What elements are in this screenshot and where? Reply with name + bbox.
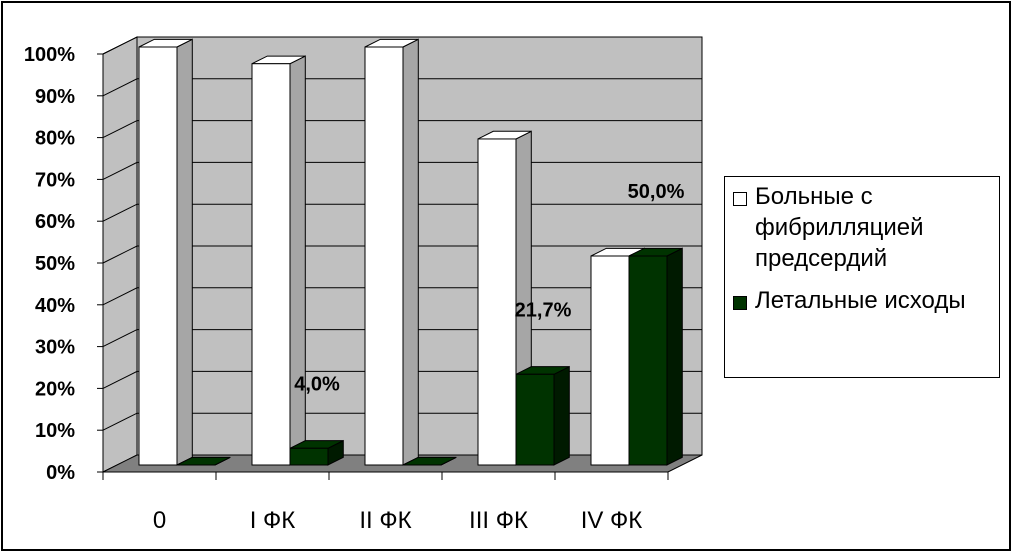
x-tick-label: IV ФК — [581, 507, 643, 534]
bar — [628, 255, 668, 466]
bar-side — [176, 38, 193, 466]
y-tick-label: 10% — [35, 420, 75, 442]
legend-swatch-green — [733, 296, 747, 310]
x-tick-label: I ФК — [250, 507, 296, 534]
y-tick-label: 40% — [35, 295, 75, 317]
bar — [289, 447, 329, 466]
x-tick-label: III ФК — [469, 507, 528, 534]
bar — [251, 63, 291, 466]
legend-label-deaths: Летальные исходы — [755, 287, 966, 314]
gridline — [102, 120, 702, 139]
bar-side — [553, 365, 570, 466]
y-tick-label: 100% — [24, 44, 75, 66]
x-tick-label: II ФК — [359, 507, 411, 534]
bar-top — [402, 456, 457, 466]
y-tick-label: 20% — [35, 378, 75, 400]
legend-swatch-white — [733, 192, 747, 206]
bar — [590, 255, 630, 466]
data-label: 4,0% — [294, 373, 340, 395]
bar — [138, 46, 178, 466]
bar-top — [176, 456, 231, 466]
gridline — [102, 36, 702, 55]
bar-side — [289, 55, 306, 466]
legend-label-patients: Больные с фибрилляцией предсердий — [755, 183, 924, 272]
y-tick-label: 30% — [35, 337, 75, 359]
chart-legend: Больные с фибрилляцией предсердий Леталь… — [724, 176, 1000, 378]
bar — [515, 373, 555, 466]
bar — [364, 46, 404, 466]
data-label: 50,0% — [628, 181, 685, 203]
gridline — [102, 78, 702, 97]
bar-side — [402, 38, 419, 466]
bar — [477, 138, 517, 466]
y-tick-label: 80% — [35, 128, 75, 150]
y-tick-label: 0% — [46, 462, 75, 484]
y-tick-label: 50% — [35, 253, 75, 275]
y-tick-label: 90% — [35, 86, 75, 108]
y-tick-label: 70% — [35, 169, 75, 191]
x-tick-label: 0 — [153, 507, 166, 534]
data-label: 21,7% — [515, 299, 572, 321]
bar-side — [666, 247, 683, 466]
y-tick-label: 60% — [35, 211, 75, 233]
